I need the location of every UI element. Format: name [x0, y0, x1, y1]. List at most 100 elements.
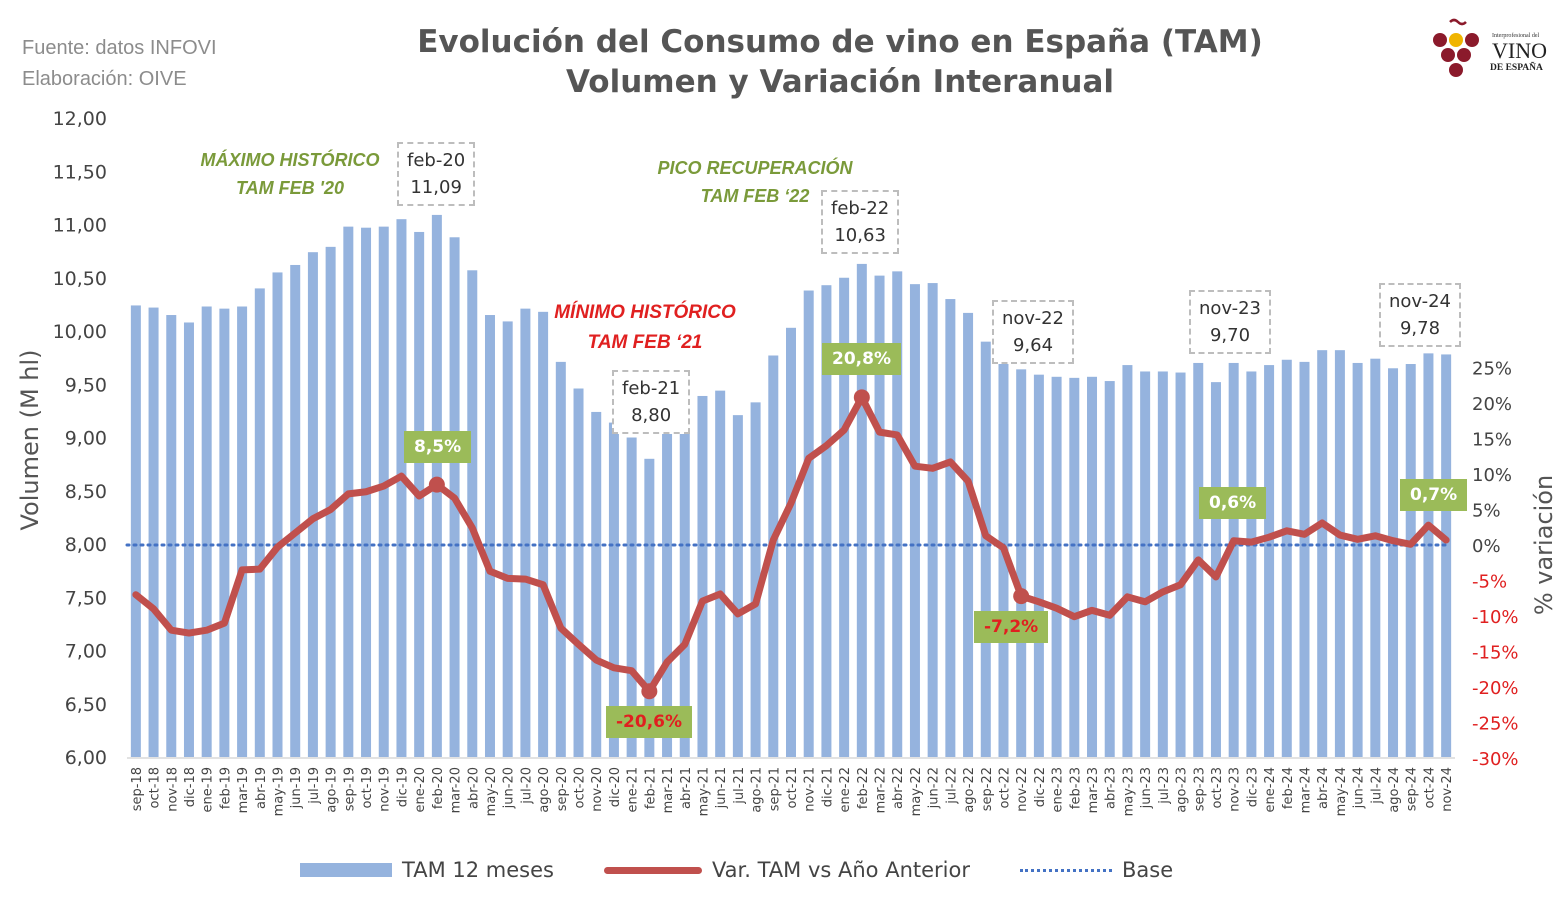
bar-sep-20	[555, 361, 566, 757]
x-tick-label: abr-19	[254, 767, 269, 809]
bar-nov-21	[803, 290, 814, 757]
bar-nov-23	[1228, 362, 1239, 757]
legend-label: Base	[1121, 858, 1174, 882]
bar-jul-21	[732, 415, 743, 757]
x-tick-label: jun-20	[502, 767, 517, 809]
bar-jul-23	[1157, 371, 1168, 757]
bar-may-24	[1334, 350, 1345, 757]
y2-tick-label: -5%	[1472, 572, 1507, 593]
legend-item-bars: TAM 12 meses	[300, 858, 554, 882]
x-tick-label: mar-19	[236, 767, 251, 813]
bar-may-21	[697, 395, 708, 757]
callout-feb-20: feb-20 11,09	[397, 142, 476, 206]
callout-label: feb-21	[622, 378, 681, 399]
y-tick-label: 9,50	[65, 374, 107, 396]
bar-nov-24	[1441, 354, 1452, 757]
x-tick-label: jul-22	[944, 767, 959, 805]
x-tick-label: nov-23	[1228, 767, 1243, 812]
bar-ago-23	[1175, 372, 1186, 757]
oive-logo: Interprofesional del VINO DE ESPAÑA	[1433, 18, 1547, 77]
x-tick-label: ago-21	[750, 767, 765, 813]
bar-abr-21	[679, 423, 690, 757]
x-tick-label: oct-23	[1210, 767, 1225, 808]
x-tick-label: may-24	[1334, 767, 1349, 816]
peak-annotation-sub: TAM FEB ‘22	[700, 186, 810, 206]
bar-ago-20	[538, 311, 549, 757]
y2-tick-label: -15%	[1472, 643, 1519, 664]
x-tick-label: oct-19	[360, 767, 375, 808]
x-tick-label: abr-24	[1316, 767, 1331, 809]
x-tick-label: jun-24	[1352, 767, 1367, 809]
y-axis-label: Volumen (M hl)	[16, 349, 44, 530]
legend: TAM 12 meses Var. TAM vs Año Anterior Ba…	[300, 858, 1223, 882]
x-tick-label: jul-20	[519, 767, 534, 805]
bar-nov-18	[166, 315, 177, 757]
x-tick-label: sep-19	[342, 767, 357, 811]
x-tick-label: nov-18	[165, 767, 180, 812]
bar-oct-18	[148, 307, 159, 757]
bar-jun-20	[502, 321, 513, 757]
x-tick-label: mar-21	[661, 767, 676, 813]
tag-feb-22: 20,8%	[822, 343, 901, 375]
bar-jun-21	[715, 390, 726, 757]
x-tick-label: ene-24	[1263, 767, 1278, 812]
bar-ago-19	[325, 246, 336, 758]
bar-abr-23	[1104, 381, 1115, 757]
bar-nov-20	[591, 411, 602, 757]
bar-dic-18	[183, 322, 194, 757]
bar-dic-23	[1246, 371, 1257, 757]
x-tick-label: jun-19	[289, 767, 304, 809]
x-tick-label: jul-24	[1369, 767, 1384, 805]
callout-value: 10,63	[834, 225, 886, 246]
bar-sep-24	[1405, 364, 1416, 757]
legend-line-swatch	[603, 866, 702, 874]
x-tick-label: oct-18	[148, 767, 163, 808]
x-tick-label: dic-20	[608, 767, 623, 807]
bar-jul-20	[520, 308, 531, 757]
callout-nov-23: nov-23 9,70	[1189, 290, 1271, 354]
bar-sep-18	[130, 305, 141, 757]
x-tick-label: dic-21	[820, 767, 835, 807]
x-tick-label: nov-20	[590, 767, 605, 812]
x-tick-label: mar-23	[1086, 767, 1101, 813]
callout-nov-24: nov-24 9,78	[1379, 283, 1461, 347]
y2-tick-label: 10%	[1472, 465, 1512, 486]
y2-tick-label: -20%	[1472, 678, 1519, 699]
bar-mar-23	[1087, 376, 1098, 757]
y2-tick-label: 25%	[1472, 359, 1512, 380]
x-tick-label: sep-21	[767, 767, 782, 811]
x-tick-label: abr-23	[1104, 767, 1119, 809]
bar-jul-24	[1370, 358, 1381, 757]
callout-value: 9,70	[1209, 325, 1251, 346]
bar-ene-19	[201, 306, 212, 757]
bar-abr-24	[1317, 350, 1328, 757]
callout-label: feb-20	[407, 150, 466, 171]
x-tick-label: ene-23	[1051, 767, 1066, 812]
bar-ene-24	[1264, 365, 1275, 757]
x-tick-label: ago-20	[537, 767, 552, 813]
highlight-point-nov-22	[1013, 588, 1030, 605]
legend-label: TAM 12 meses	[402, 858, 554, 882]
bar-ene-21	[626, 437, 637, 757]
x-tick-label: may-23	[1121, 767, 1136, 816]
bar-jul-19	[307, 252, 318, 757]
bar-may-22	[909, 284, 920, 757]
x-tick-label: nov-19	[378, 767, 393, 812]
bar-abr-19	[254, 288, 265, 757]
title-line-1: Evolución del Consumo de vino en España …	[417, 24, 1263, 60]
bar-nov-22	[1016, 369, 1027, 757]
bar-dic-19	[396, 219, 407, 758]
bar-feb-22	[856, 263, 867, 757]
bar-jun-19	[290, 264, 301, 757]
min-annotation-sub: TAM FEB ‘21	[587, 332, 703, 353]
y-tick-label: 12,00	[53, 108, 107, 130]
bar-dic-22	[1033, 374, 1044, 757]
bar-jun-24	[1352, 362, 1363, 757]
x-tick-label: feb-24	[1281, 767, 1296, 809]
callout-feb-22: feb-22 10,63	[821, 190, 900, 254]
tag-feb-21: -20,6%	[606, 706, 693, 738]
x-tick-label: may-19	[272, 767, 287, 816]
bar-oct-21	[786, 327, 796, 757]
y-tick-label: 8,50	[65, 481, 107, 503]
bar-feb-21	[644, 458, 655, 757]
